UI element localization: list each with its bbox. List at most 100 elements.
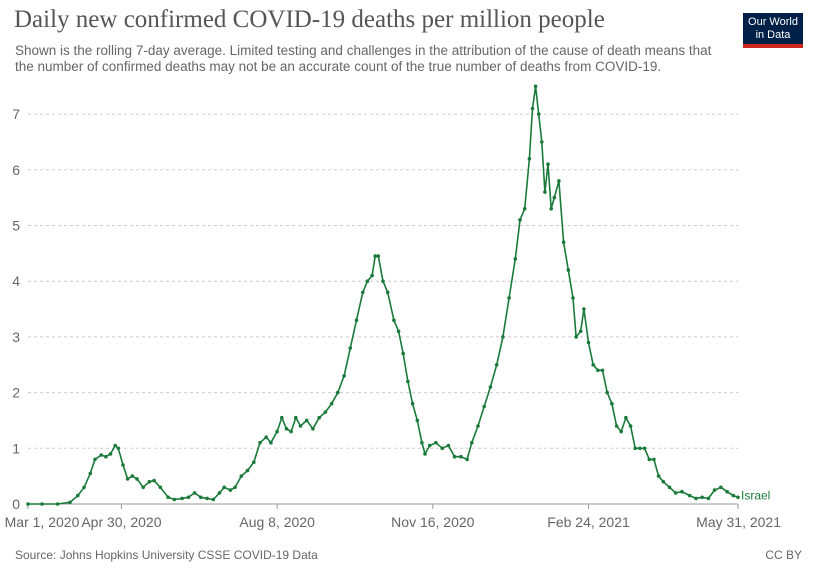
data-point[interactable] [638, 446, 642, 451]
data-point[interactable] [530, 106, 535, 111]
data-point[interactable] [40, 502, 44, 506]
data-point[interactable] [76, 493, 80, 498]
data-point[interactable] [68, 500, 72, 505]
data-point[interactable] [342, 374, 346, 378]
data-point[interactable] [596, 368, 600, 373]
data-point[interactable] [284, 427, 289, 431]
data-point[interactable] [557, 179, 561, 183]
data-point[interactable] [507, 296, 511, 300]
data-point[interactable] [501, 335, 505, 339]
data-point[interactable] [125, 477, 130, 481]
data-point[interactable] [624, 415, 628, 420]
source-note[interactable]: Source: Johns Hopkins University CSSE CO… [15, 548, 318, 562]
data-point[interactable] [113, 443, 117, 448]
data-point[interactable] [108, 452, 113, 456]
data-point[interactable] [392, 318, 396, 323]
data-point[interactable] [311, 427, 315, 431]
data-point[interactable] [264, 435, 269, 440]
data-point[interactable] [116, 446, 121, 451]
data-point[interactable] [199, 495, 203, 500]
data-point[interactable] [543, 190, 547, 194]
data-point[interactable] [205, 496, 209, 501]
data-point[interactable] [423, 452, 427, 456]
data-point[interactable] [582, 307, 586, 311]
data-point[interactable] [494, 363, 499, 367]
data-point[interactable] [552, 195, 557, 200]
data-point[interactable] [258, 440, 262, 445]
data-point[interactable] [180, 496, 184, 501]
data-point[interactable] [26, 502, 30, 506]
data-point[interactable] [656, 474, 661, 478]
owid-logo[interactable]: Our World in Data [743, 13, 803, 48]
data-point[interactable] [661, 479, 666, 484]
data-point[interactable] [476, 424, 480, 428]
data-point[interactable] [642, 446, 647, 451]
data-point[interactable] [694, 496, 698, 501]
data-point[interactable] [731, 493, 736, 498]
data-point[interactable] [381, 279, 385, 284]
data-point[interactable] [614, 424, 619, 428]
data-point[interactable] [361, 290, 365, 295]
data-point[interactable] [245, 468, 250, 473]
data-point[interactable] [82, 485, 86, 490]
data-point[interactable] [434, 440, 438, 445]
data-point[interactable] [561, 240, 566, 244]
data-point[interactable] [336, 390, 340, 395]
data-point[interactable] [586, 340, 591, 345]
data-point[interactable] [104, 454, 108, 459]
data-point[interactable] [135, 477, 139, 481]
data-point[interactable] [673, 491, 678, 495]
data-point[interactable] [719, 485, 723, 490]
data-point[interactable] [546, 162, 550, 166]
data-point[interactable] [549, 207, 553, 211]
data-point[interactable] [687, 493, 692, 498]
data-point[interactable] [513, 257, 518, 261]
data-point[interactable] [619, 429, 623, 434]
data-point[interactable] [522, 207, 527, 211]
data-point[interactable] [706, 496, 711, 501]
data-point[interactable] [452, 454, 457, 459]
data-point[interactable] [289, 429, 293, 434]
data-point[interactable] [446, 443, 451, 448]
data-point[interactable] [605, 390, 609, 395]
data-point[interactable] [647, 457, 652, 462]
data-point[interactable] [239, 474, 244, 478]
data-point[interactable] [680, 489, 684, 494]
license-label[interactable]: CC BY [765, 548, 802, 562]
data-point[interactable] [459, 454, 463, 459]
data-point[interactable] [298, 424, 303, 428]
data-point[interactable] [410, 401, 415, 406]
data-point[interactable] [610, 401, 614, 406]
data-point[interactable] [574, 335, 578, 339]
data-point[interactable] [228, 488, 233, 492]
data-point[interactable] [566, 268, 571, 272]
data-point[interactable] [725, 489, 729, 494]
data-point[interactable] [571, 296, 575, 300]
data-point[interactable] [280, 415, 284, 420]
data-point[interactable] [348, 346, 353, 350]
data-point[interactable] [536, 112, 541, 116]
data-point[interactable] [427, 443, 432, 448]
data-point[interactable] [385, 290, 390, 295]
data-point[interactable] [147, 479, 152, 484]
data-point[interactable] [600, 368, 605, 373]
data-point[interactable] [354, 318, 359, 323]
data-point[interactable] [633, 446, 637, 451]
data-point[interactable] [88, 471, 93, 476]
series-line-israel[interactable] [28, 85, 739, 505]
data-point[interactable] [470, 440, 474, 445]
data-point[interactable] [233, 485, 237, 490]
data-point[interactable] [465, 457, 469, 462]
data-point[interactable] [217, 491, 222, 495]
data-point[interactable] [55, 502, 60, 506]
data-point[interactable] [329, 401, 334, 406]
data-point[interactable] [304, 418, 309, 423]
data-point[interactable] [401, 351, 406, 356]
data-point[interactable] [667, 485, 672, 490]
data-point[interactable] [420, 440, 424, 445]
data-point[interactable] [591, 363, 595, 367]
data-point[interactable] [323, 410, 328, 414]
data-point[interactable] [488, 385, 493, 389]
data-point[interactable] [130, 474, 135, 478]
data-point[interactable] [158, 485, 163, 490]
